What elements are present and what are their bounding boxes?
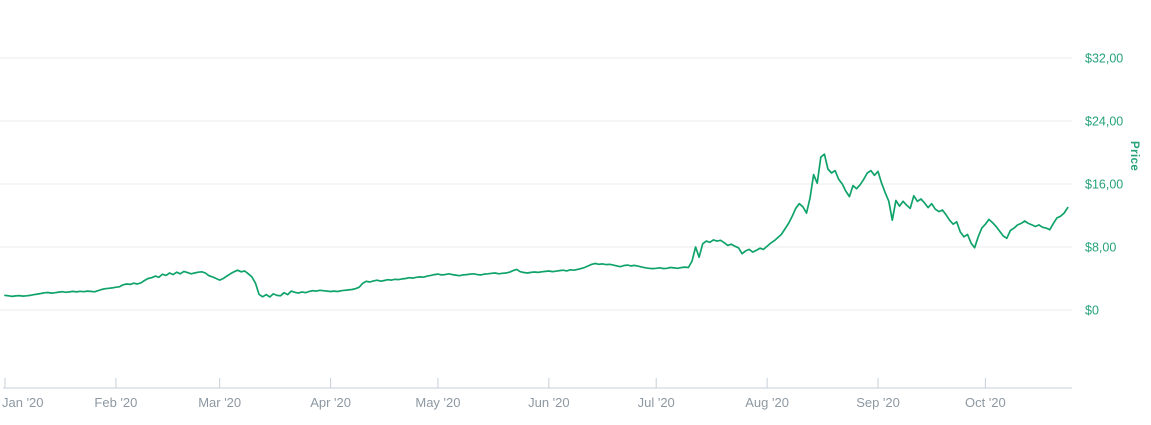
x-axis-tick-label: Jun '20 <box>528 395 570 410</box>
x-axis-tick-label: May '20 <box>415 395 460 410</box>
price-series-line <box>4 153 1069 298</box>
y-axis-tick-label: $16,00 <box>1085 178 1123 192</box>
x-axis-tick-label: Apr '20 <box>310 395 351 410</box>
x-axis-tick-label: Oct '20 <box>965 395 1006 410</box>
x-axis-tick-label: Sep '20 <box>856 395 900 410</box>
x-axis-tick-label: Feb '20 <box>94 395 137 410</box>
y-axis-tick-label: $0 <box>1085 304 1099 318</box>
x-axis-tick-label: Jul '20 <box>638 395 675 410</box>
x-axis-tick-label: Mar '20 <box>198 395 241 410</box>
y-axis-title: Price <box>1128 140 1140 172</box>
y-axis-tick-label: $32,00 <box>1085 52 1123 66</box>
x-axis-tick-label: Aug '20 <box>745 395 789 410</box>
y-axis-tick-label: $24,00 <box>1085 115 1123 129</box>
x-axis-tick-label: Jan '20 <box>2 395 44 410</box>
y-axis-tick-label: $8,00 <box>1085 241 1116 255</box>
